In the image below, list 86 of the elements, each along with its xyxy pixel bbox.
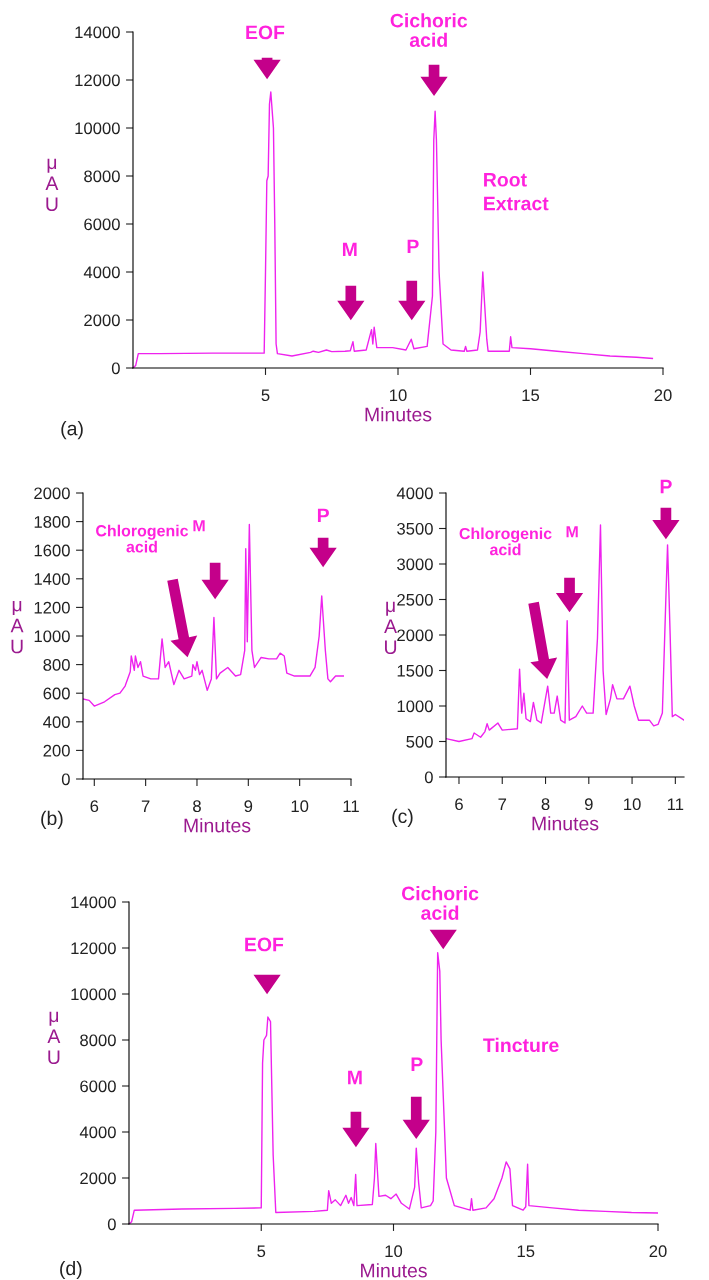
x-tick-label: 6 [455,798,463,811]
y-tick-label: 500 [406,735,433,748]
y-tick-label: 600 [43,687,70,700]
y-tick-label: 1500 [397,664,433,677]
y-axis-title: μAU [45,158,59,212]
y-tick-label: 4000 [79,1126,116,1139]
y-tick-label: 0 [107,1218,116,1231]
x-tick-label: 9 [584,798,593,811]
x-axis-title: Minutes [361,1263,427,1278]
y-tick-label: 1800 [34,516,70,528]
y-tick-label: 14000 [71,896,116,909]
annotation: M [566,526,578,538]
annotation: P [407,239,419,254]
x-tick-label: 5 [257,1245,266,1258]
y-tick-label: 2000 [80,1172,116,1185]
y-tick-label: 4000 [396,487,433,500]
y-axis-title: μAU [47,1011,61,1065]
y-tick-label: 1600 [34,544,70,557]
text: (b) [41,810,63,829]
annotation: EOF [245,937,284,952]
y-tick-label: 12000 [75,74,120,87]
annotation: P [317,508,329,523]
x-tick-label: 20 [649,1245,667,1258]
annotation: M [193,520,205,532]
annotation: EOF [246,25,285,40]
text: (a) [61,421,83,440]
x-tick-label: 15 [522,389,540,402]
y-tick-label: 3500 [397,522,433,535]
x-tick-label: 10 [390,389,407,402]
y-tick-label: 0 [111,362,120,375]
annotation: Cichoric acid [401,886,479,920]
x-tick-label: 6 [90,800,99,813]
x-axis-title: Minutes [532,816,599,831]
x-tick-label: 11 [343,800,359,812]
x-tick-label: 9 [244,800,253,813]
y-tick-label: 10000 [75,122,120,135]
annotation: Tincture [483,1037,559,1053]
x-tick-label: 8 [193,800,201,813]
annotation: P [411,1057,423,1071]
x-axis-title: Minutes [365,407,432,422]
annotation: M [342,242,357,257]
y-tick-label: 2000 [397,629,433,642]
annotation: Root Extract [484,173,549,211]
x-tick-label: 5 [261,389,270,402]
y-tick-label: 12000 [71,942,116,955]
annotation: Chlorogenic acid [459,527,552,556]
annotation: P [660,479,672,494]
x-tick-label: 15 [517,1245,535,1258]
y-tick-label: 4000 [83,266,120,279]
y-tick-label: 10000 [71,988,116,1001]
x-tick-label: 7 [498,798,507,810]
x-tick-label: 8 [541,798,550,811]
annotation: Chlorogenic acid [96,524,189,553]
y-tick-label: 3000 [397,558,433,571]
y-tick-label: 8000 [80,1034,116,1047]
y-tick-label: 6000 [80,1080,116,1093]
line-series [133,91,654,368]
y-tick-label: 2000 [84,314,120,327]
y-tick-label: 400 [43,716,70,728]
y-axis-title: μAU [10,600,24,654]
line-series [446,524,684,743]
x-tick-label: 7 [141,800,150,812]
x-tick-label: 10 [624,798,641,811]
x-tick-label: 20 [654,389,672,402]
annotation: M [348,1070,362,1085]
x-tick-label: 10 [385,1245,403,1258]
annotation: Cichoric acid [390,13,468,47]
y-tick-label: 800 [43,659,70,671]
y-axis-title: μAU [384,601,397,655]
y-tick-label: 200 [43,744,70,757]
y-tick-label: 8000 [84,170,120,183]
y-tick-label: 1200 [34,601,70,614]
y-tick-label: 1000 [34,630,70,643]
x-tick-label: 10 [291,800,309,813]
y-tick-label: 2000 [34,487,70,500]
y-tick-label: 1000 [397,700,433,713]
y-tick-label: 0 [61,773,70,786]
text: (c) [392,808,413,827]
text: (d) [60,1260,82,1280]
x-tick-label: 11 [667,798,684,810]
y-tick-label: 6000 [84,218,120,231]
x-axis-title: Minutes [184,818,251,833]
y-tick-label: 0 [424,771,433,784]
y-tick-label: 2500 [397,593,433,606]
y-tick-label: 14000 [75,26,120,39]
y-tick-label: 1400 [34,573,70,585]
